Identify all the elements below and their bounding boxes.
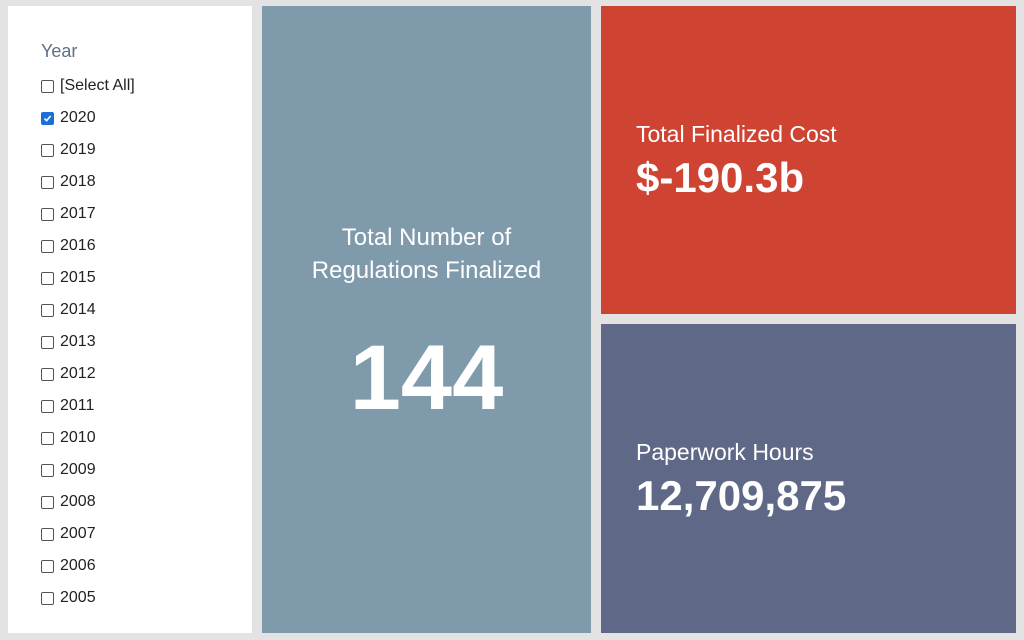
filter-item-2019[interactable]: 2019 [41, 134, 135, 166]
paperwork-hours-kpi-label: Paperwork Hours [636, 439, 814, 465]
checkbox-2010[interactable] [41, 431, 54, 445]
filter-item-2011[interactable]: 2011 [41, 390, 135, 422]
year-filter-panel: Year [Select All] 2020 2019 2018 2017 20… [8, 6, 252, 633]
filter-item-label: 2013 [60, 333, 96, 350]
filter-item-2009[interactable]: 2009 [41, 454, 135, 486]
filter-item-2018[interactable]: 2018 [41, 166, 135, 198]
filter-item-label: 2008 [60, 493, 96, 510]
filter-item-2016[interactable]: 2016 [41, 230, 135, 262]
filter-item-2007[interactable]: 2007 [41, 518, 135, 550]
checkbox-2019[interactable] [41, 143, 54, 157]
filter-item-label: 2011 [60, 397, 95, 414]
paperwork-hours-kpi-value: 12,709,875 [636, 472, 847, 519]
filter-item-label: [Select All] [60, 77, 135, 94]
regulations-kpi-tile[interactable]: Total Number of Regulations Finalized 14… [262, 6, 591, 633]
checkbox-2015[interactable] [41, 271, 54, 285]
checkbox-2005[interactable] [41, 591, 54, 605]
checkbox-2007[interactable] [41, 527, 54, 541]
checkbox-2016[interactable] [41, 239, 54, 253]
finalized-cost-kpi-value: $-190.3b [636, 154, 805, 201]
filter-item-2008[interactable]: 2008 [41, 486, 135, 518]
checkbox-select-all[interactable] [41, 79, 54, 93]
filter-item-2017[interactable]: 2017 [41, 198, 135, 230]
filter-item-select-all[interactable]: [Select All] [41, 70, 135, 102]
filter-item-label: 2016 [60, 237, 96, 254]
year-checkbox-list: [Select All] 2020 2019 2018 2017 2016 20… [41, 70, 135, 614]
filter-title: Year [41, 41, 78, 61]
filter-item-2006[interactable]: 2006 [41, 550, 135, 582]
checkbox-2014[interactable] [41, 303, 54, 317]
filter-item-2010[interactable]: 2010 [41, 422, 135, 454]
filter-item-label: 2010 [60, 429, 96, 446]
filter-item-2012[interactable]: 2012 [41, 358, 135, 390]
filter-item-label: 2006 [60, 557, 96, 574]
filter-item-label: 2017 [60, 205, 96, 222]
checkbox-2012[interactable] [41, 367, 54, 381]
checkbox-2009[interactable] [41, 463, 54, 477]
checkbox-2020[interactable] [41, 111, 54, 125]
checkbox-2006[interactable] [41, 559, 54, 573]
checkbox-2008[interactable] [41, 495, 54, 509]
checkbox-2018[interactable] [41, 175, 54, 189]
filter-item-label: 2009 [60, 461, 96, 478]
checkbox-2013[interactable] [41, 335, 54, 349]
filter-item-label: 2012 [60, 365, 96, 382]
filter-item-label: 2015 [60, 269, 96, 286]
filter-item-label: 2014 [60, 301, 96, 318]
checkbox-2011[interactable] [41, 399, 54, 413]
filter-item-label: 2007 [60, 525, 96, 542]
filter-item-label: 2019 [60, 141, 96, 158]
filter-item-label: 2005 [60, 589, 96, 606]
filter-item-label: 2018 [60, 173, 96, 190]
filter-item-2015[interactable]: 2015 [41, 262, 135, 294]
regulations-kpi-value: 144 [349, 327, 504, 429]
filter-item-2020[interactable]: 2020 [41, 102, 135, 134]
finalized-cost-kpi-label: Total Finalized Cost [636, 121, 837, 147]
filter-item-2005[interactable]: 2005 [41, 582, 135, 614]
filter-item-2014[interactable]: 2014 [41, 294, 135, 326]
regulations-kpi-label: Total Number of Regulations Finalized [311, 224, 542, 284]
filter-item-label: 2020 [60, 109, 96, 126]
checkbox-2017[interactable] [41, 207, 54, 221]
paperwork-hours-kpi-tile[interactable]: Paperwork Hours 12,709,875 [601, 324, 1016, 633]
finalized-cost-kpi-tile[interactable]: Total Finalized Cost $-190.3b [601, 6, 1016, 314]
filter-item-2013[interactable]: 2013 [41, 326, 135, 358]
